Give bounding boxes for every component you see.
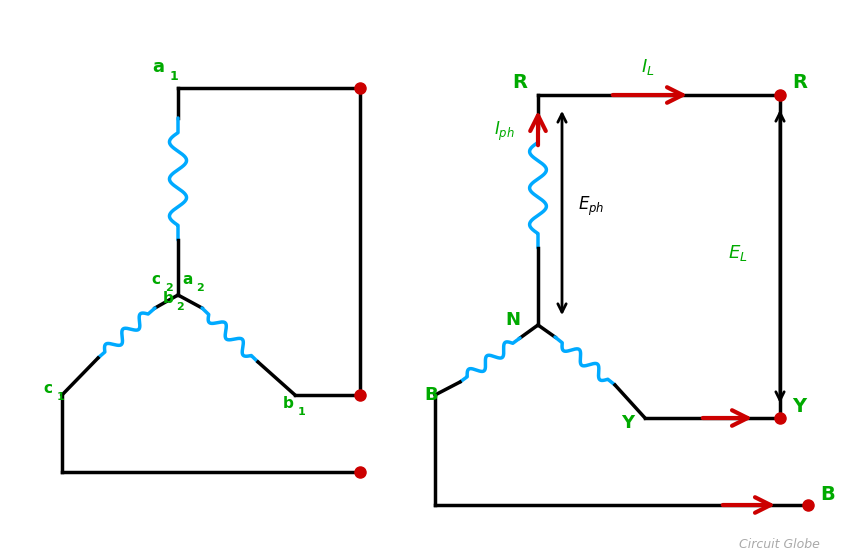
Text: 1: 1 xyxy=(170,70,179,83)
Text: a: a xyxy=(182,272,192,287)
Text: b: b xyxy=(162,291,173,306)
Text: Y: Y xyxy=(622,414,634,432)
Text: $I_{ph}$: $I_{ph}$ xyxy=(494,120,515,143)
Text: a: a xyxy=(152,58,164,76)
Text: 2: 2 xyxy=(196,283,204,293)
Text: $E_{ph}$: $E_{ph}$ xyxy=(578,195,605,218)
Text: R: R xyxy=(792,73,807,92)
Text: R: R xyxy=(513,73,528,92)
Text: c: c xyxy=(151,272,160,287)
Text: 2: 2 xyxy=(176,302,184,312)
Text: 1: 1 xyxy=(298,407,305,417)
Text: B: B xyxy=(820,485,835,504)
Text: 2: 2 xyxy=(165,283,173,293)
Text: Y: Y xyxy=(792,397,806,416)
Text: N: N xyxy=(505,311,520,329)
Text: c: c xyxy=(43,381,52,396)
Text: b: b xyxy=(283,396,294,411)
Text: B: B xyxy=(425,386,438,404)
Text: $I_L$: $I_L$ xyxy=(641,57,655,77)
Text: $E_L$: $E_L$ xyxy=(728,243,748,263)
Text: Circuit Globe: Circuit Globe xyxy=(739,538,820,551)
Text: 1: 1 xyxy=(57,392,65,402)
